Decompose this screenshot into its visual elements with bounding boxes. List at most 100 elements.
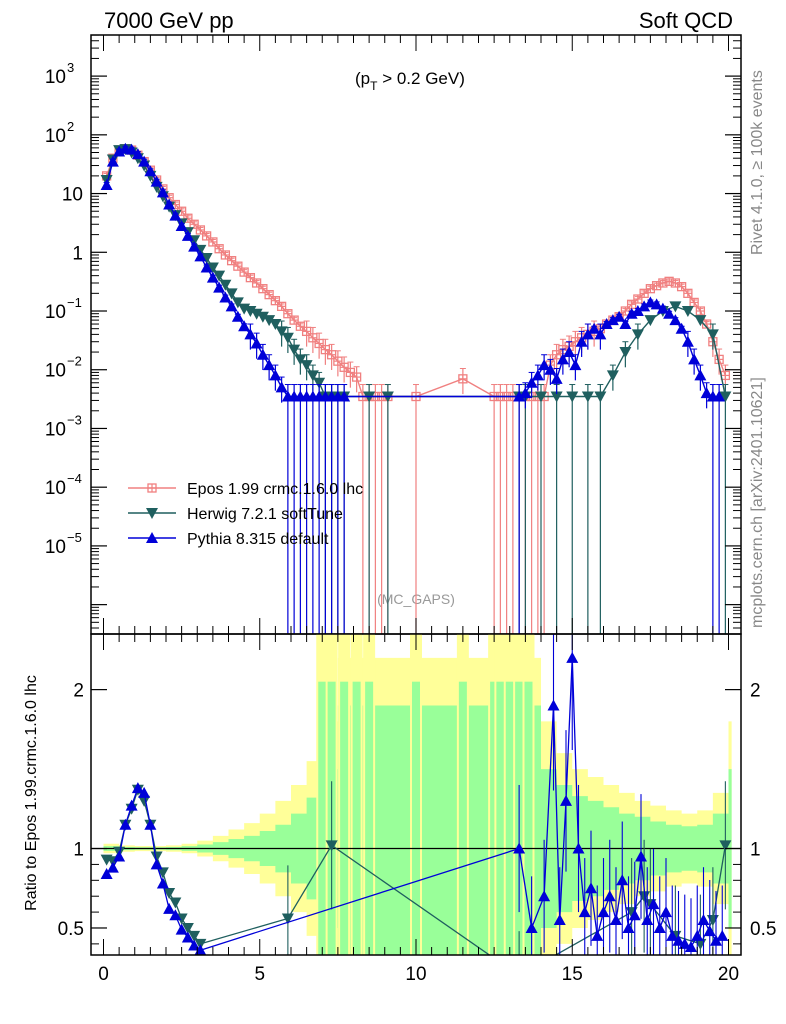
point-0-78 xyxy=(676,281,687,292)
point-1-56 xyxy=(706,329,719,341)
xtick-label: 20 xyxy=(718,964,739,985)
ratio-point-1-2 xyxy=(113,850,126,862)
point-2-43 xyxy=(538,359,551,371)
ratio-point-1-11 xyxy=(169,909,182,921)
legend-marker-1 xyxy=(146,508,158,519)
xtick-label: 5 xyxy=(254,964,265,985)
point-2-14 xyxy=(188,240,201,252)
point-2-9 xyxy=(156,186,169,198)
ratio-point-1-32 xyxy=(628,909,641,921)
point-2-52 xyxy=(594,328,607,340)
band-spike-inner-6 xyxy=(458,681,467,955)
point-1-54 xyxy=(681,306,694,318)
plot-title: (pT > 0.2 GeV) xyxy=(355,69,465,93)
band-spike-inner-5 xyxy=(412,681,420,955)
point-0-17 xyxy=(208,237,218,247)
point-2-49 xyxy=(575,335,588,347)
band-spike-inner-3 xyxy=(352,681,361,955)
ytick-label: 10 xyxy=(45,302,66,323)
point-2-42 xyxy=(531,369,544,381)
point-2-51 xyxy=(588,322,601,334)
ratio-ytick-label-right: 0.5 xyxy=(750,919,776,940)
ratio-point-0-6 xyxy=(138,795,151,807)
legend-label-0: Epos 1.99 crmc.1.6.0 lhc xyxy=(187,481,363,498)
point-0-25 xyxy=(258,284,268,294)
point-0-21 xyxy=(233,261,243,271)
ratio-point-0-8 xyxy=(150,851,163,863)
point-1-29 xyxy=(281,332,294,344)
point-2-62 xyxy=(656,302,669,314)
point-2-39 xyxy=(513,390,526,402)
xtick-label: 0 xyxy=(98,964,109,985)
title-rest: > 0.2 GeV) xyxy=(377,69,464,88)
point-2-54 xyxy=(606,314,619,326)
point-0-16 xyxy=(201,231,212,241)
point-0-79 xyxy=(683,288,693,298)
ratio-point-1-24 xyxy=(578,906,591,918)
ratio-point-1-1 xyxy=(106,861,119,873)
ytick-label: 10 xyxy=(45,361,66,382)
ratio-point-1-9 xyxy=(156,877,169,889)
point-0-26 xyxy=(264,289,274,300)
point-1-50 xyxy=(631,329,644,341)
point-1-33 xyxy=(306,370,319,382)
point-2-38 xyxy=(338,390,351,402)
point-2-44 xyxy=(544,363,557,375)
ytick-label: 1 xyxy=(72,243,83,264)
ratio-point-1-30 xyxy=(616,874,629,886)
ratio-point-1-25 xyxy=(585,882,597,894)
point-0-18 xyxy=(214,244,224,254)
point-2-69 xyxy=(700,387,713,399)
point-0-71 xyxy=(633,294,643,304)
ratio-point-0-14 xyxy=(188,930,201,942)
point-2-19 xyxy=(219,291,232,303)
point-2-45 xyxy=(550,372,563,384)
ytick-label: 10 xyxy=(45,67,66,88)
ytick-label: 10 xyxy=(45,537,66,558)
point-2-5 xyxy=(131,148,144,160)
ratio-point-1-13 xyxy=(181,931,194,943)
band-spike-inner-2 xyxy=(340,681,349,955)
ratio-point-1-18 xyxy=(538,890,551,902)
ratio-point-1-44 xyxy=(703,925,716,937)
point-1-18 xyxy=(213,270,226,282)
point-1-30 xyxy=(288,344,301,356)
point-0-34 xyxy=(314,338,324,349)
point-1-16 xyxy=(200,252,213,264)
point-2-4 xyxy=(125,143,138,155)
main-plot: (pT > 0.2 GeV)(MC_GAPS)10 310 210110−110−2… xyxy=(45,34,742,635)
legend: Epos 1.99 crmc.1.6.0 lhc Herwig 7.2.1 sof… xyxy=(128,481,363,548)
header-right: Soft QCD xyxy=(639,8,733,33)
point-2-22 xyxy=(238,320,251,332)
ratio-point-1-23 xyxy=(572,842,585,854)
point-2-27 xyxy=(269,369,282,381)
ratio-point-1-7 xyxy=(144,818,157,830)
point-0-29 xyxy=(283,309,293,319)
band-spike-inner-7 xyxy=(490,681,499,955)
ratio-point-1-43 xyxy=(697,914,710,926)
point-1-27 xyxy=(269,319,282,331)
point-1-44 xyxy=(550,391,563,403)
ytick-label-exp: −2 xyxy=(67,354,82,369)
ytick-label-exp: −5 xyxy=(67,530,82,545)
point-0-14 xyxy=(189,219,199,229)
point-1-45 xyxy=(566,391,579,403)
point-1-55 xyxy=(694,315,707,327)
point-1-25 xyxy=(256,311,269,323)
ratio-point-0-11 xyxy=(169,897,182,909)
ratio-point-1-17 xyxy=(525,921,538,933)
point-0-20 xyxy=(226,256,237,266)
point-2-71 xyxy=(713,390,726,402)
point-1-21 xyxy=(231,297,244,309)
point-1-28 xyxy=(275,326,288,338)
point-2-13 xyxy=(181,229,194,241)
ratio-point-1-33 xyxy=(635,850,647,862)
ratio-point-1-27 xyxy=(597,906,610,918)
point-0-19 xyxy=(220,250,231,260)
point-0-76 xyxy=(664,276,674,286)
point-1-43 xyxy=(535,391,547,403)
point-0-47 xyxy=(458,374,468,384)
point-2-56 xyxy=(619,318,632,330)
ratio-point-1-20 xyxy=(553,914,566,926)
point-2-68 xyxy=(694,369,707,381)
